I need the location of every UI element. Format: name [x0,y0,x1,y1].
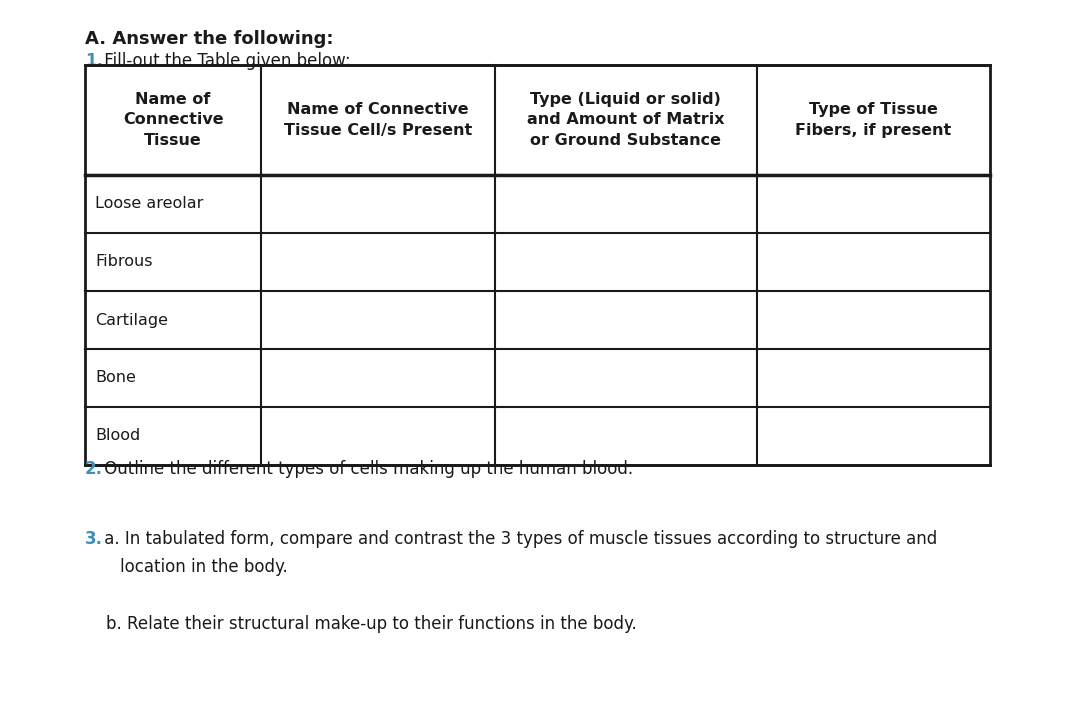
Text: Outline the different types of cells making up the human blood.: Outline the different types of cells mak… [99,460,633,478]
Text: 3.: 3. [85,530,103,548]
Text: Bone: Bone [95,371,136,386]
Text: Blood: Blood [95,428,140,443]
Text: A. Answer the following:: A. Answer the following: [85,30,334,48]
Text: Fibrous: Fibrous [95,255,152,270]
Text: Cartilage: Cartilage [95,312,168,327]
Text: 2.: 2. [85,460,103,478]
Text: a. In tabulated form, compare and contrast the 3 types of muscle tissues accordi: a. In tabulated form, compare and contra… [99,530,937,576]
Text: Type of Tissue
Fibers, if present: Type of Tissue Fibers, if present [795,102,951,138]
Text: Name of
Connective
Tissue: Name of Connective Tissue [123,92,224,148]
Text: Type (Liquid or solid)
and Amount of Matrix
or Ground Substance: Type (Liquid or solid) and Amount of Mat… [527,92,725,148]
Text: Loose areolar: Loose areolar [95,197,203,211]
Text: Fill-out the Table given below:: Fill-out the Table given below: [99,52,351,70]
Bar [85,65,990,465]
Text: Name of Connective
Tissue Cell/s Present: Name of Connective Tissue Cell/s Present [284,102,472,138]
Text: b. Relate their structural make-up to their functions in the body.: b. Relate their structural make-up to th… [85,615,637,633]
Text: 1.: 1. [85,52,103,70]
